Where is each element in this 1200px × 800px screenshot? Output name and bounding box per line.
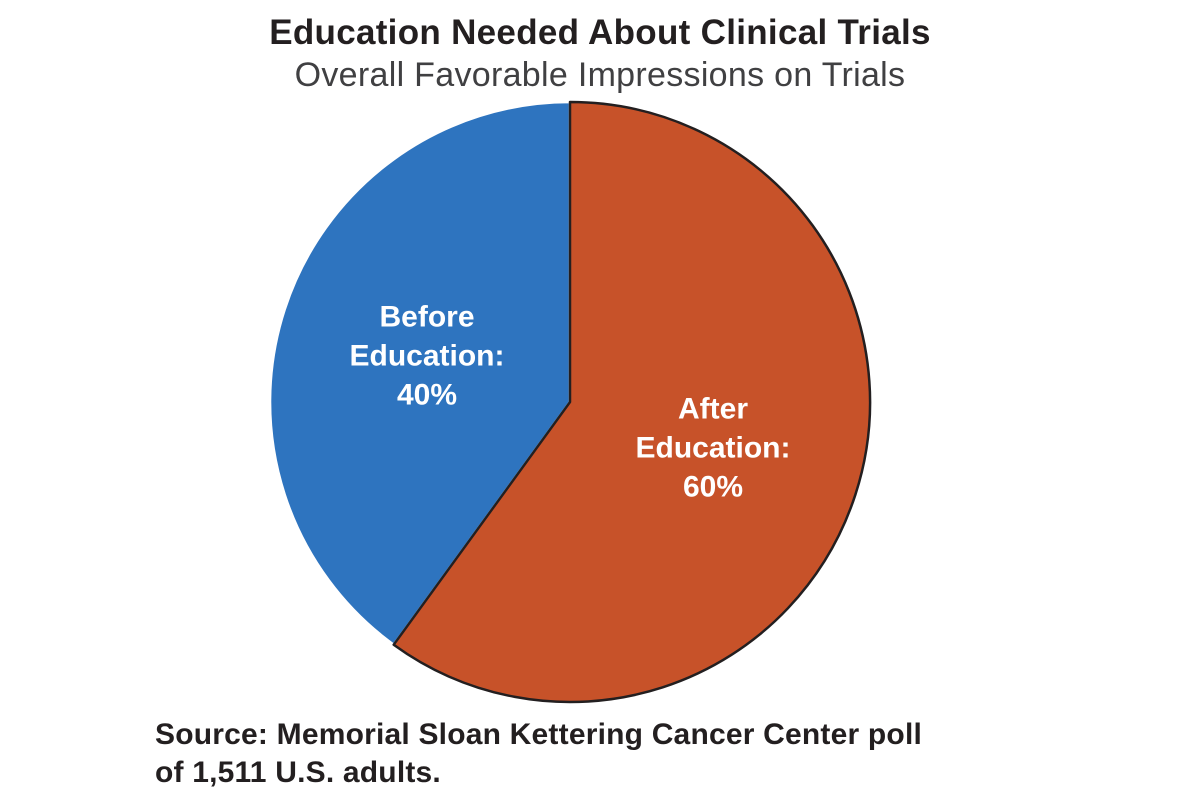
source-line-1: Source: Memorial Sloan Kettering Cancer … (155, 718, 923, 751)
slice-label-line: 40% (396, 378, 458, 412)
slice-label-after-education: After Education: 60% (636, 390, 791, 507)
source-line-2: of 1,511 U.S. adults. (155, 756, 441, 789)
slice-label-line: 60% (682, 470, 744, 504)
pie-slice-before-education (268, 100, 572, 646)
chart-header: Education Needed About Clinical Trials O… (0, 12, 1200, 96)
chart-subtitle: Overall Favorable Impressions on Trials (294, 56, 906, 94)
slice-label-before-education: Before Education: 40% (350, 298, 505, 415)
slice-label-line: Education: (349, 339, 505, 373)
pie-slice-after-education (392, 100, 872, 704)
source-note: Source: Memorial Sloan Kettering Cancer … (155, 716, 922, 792)
slice-label-line: Before (379, 300, 475, 334)
chart-title: Education Needed About Clinical Trials (269, 13, 931, 52)
slice-label-line: Education: (635, 431, 791, 465)
slice-label-line: After (677, 392, 748, 426)
